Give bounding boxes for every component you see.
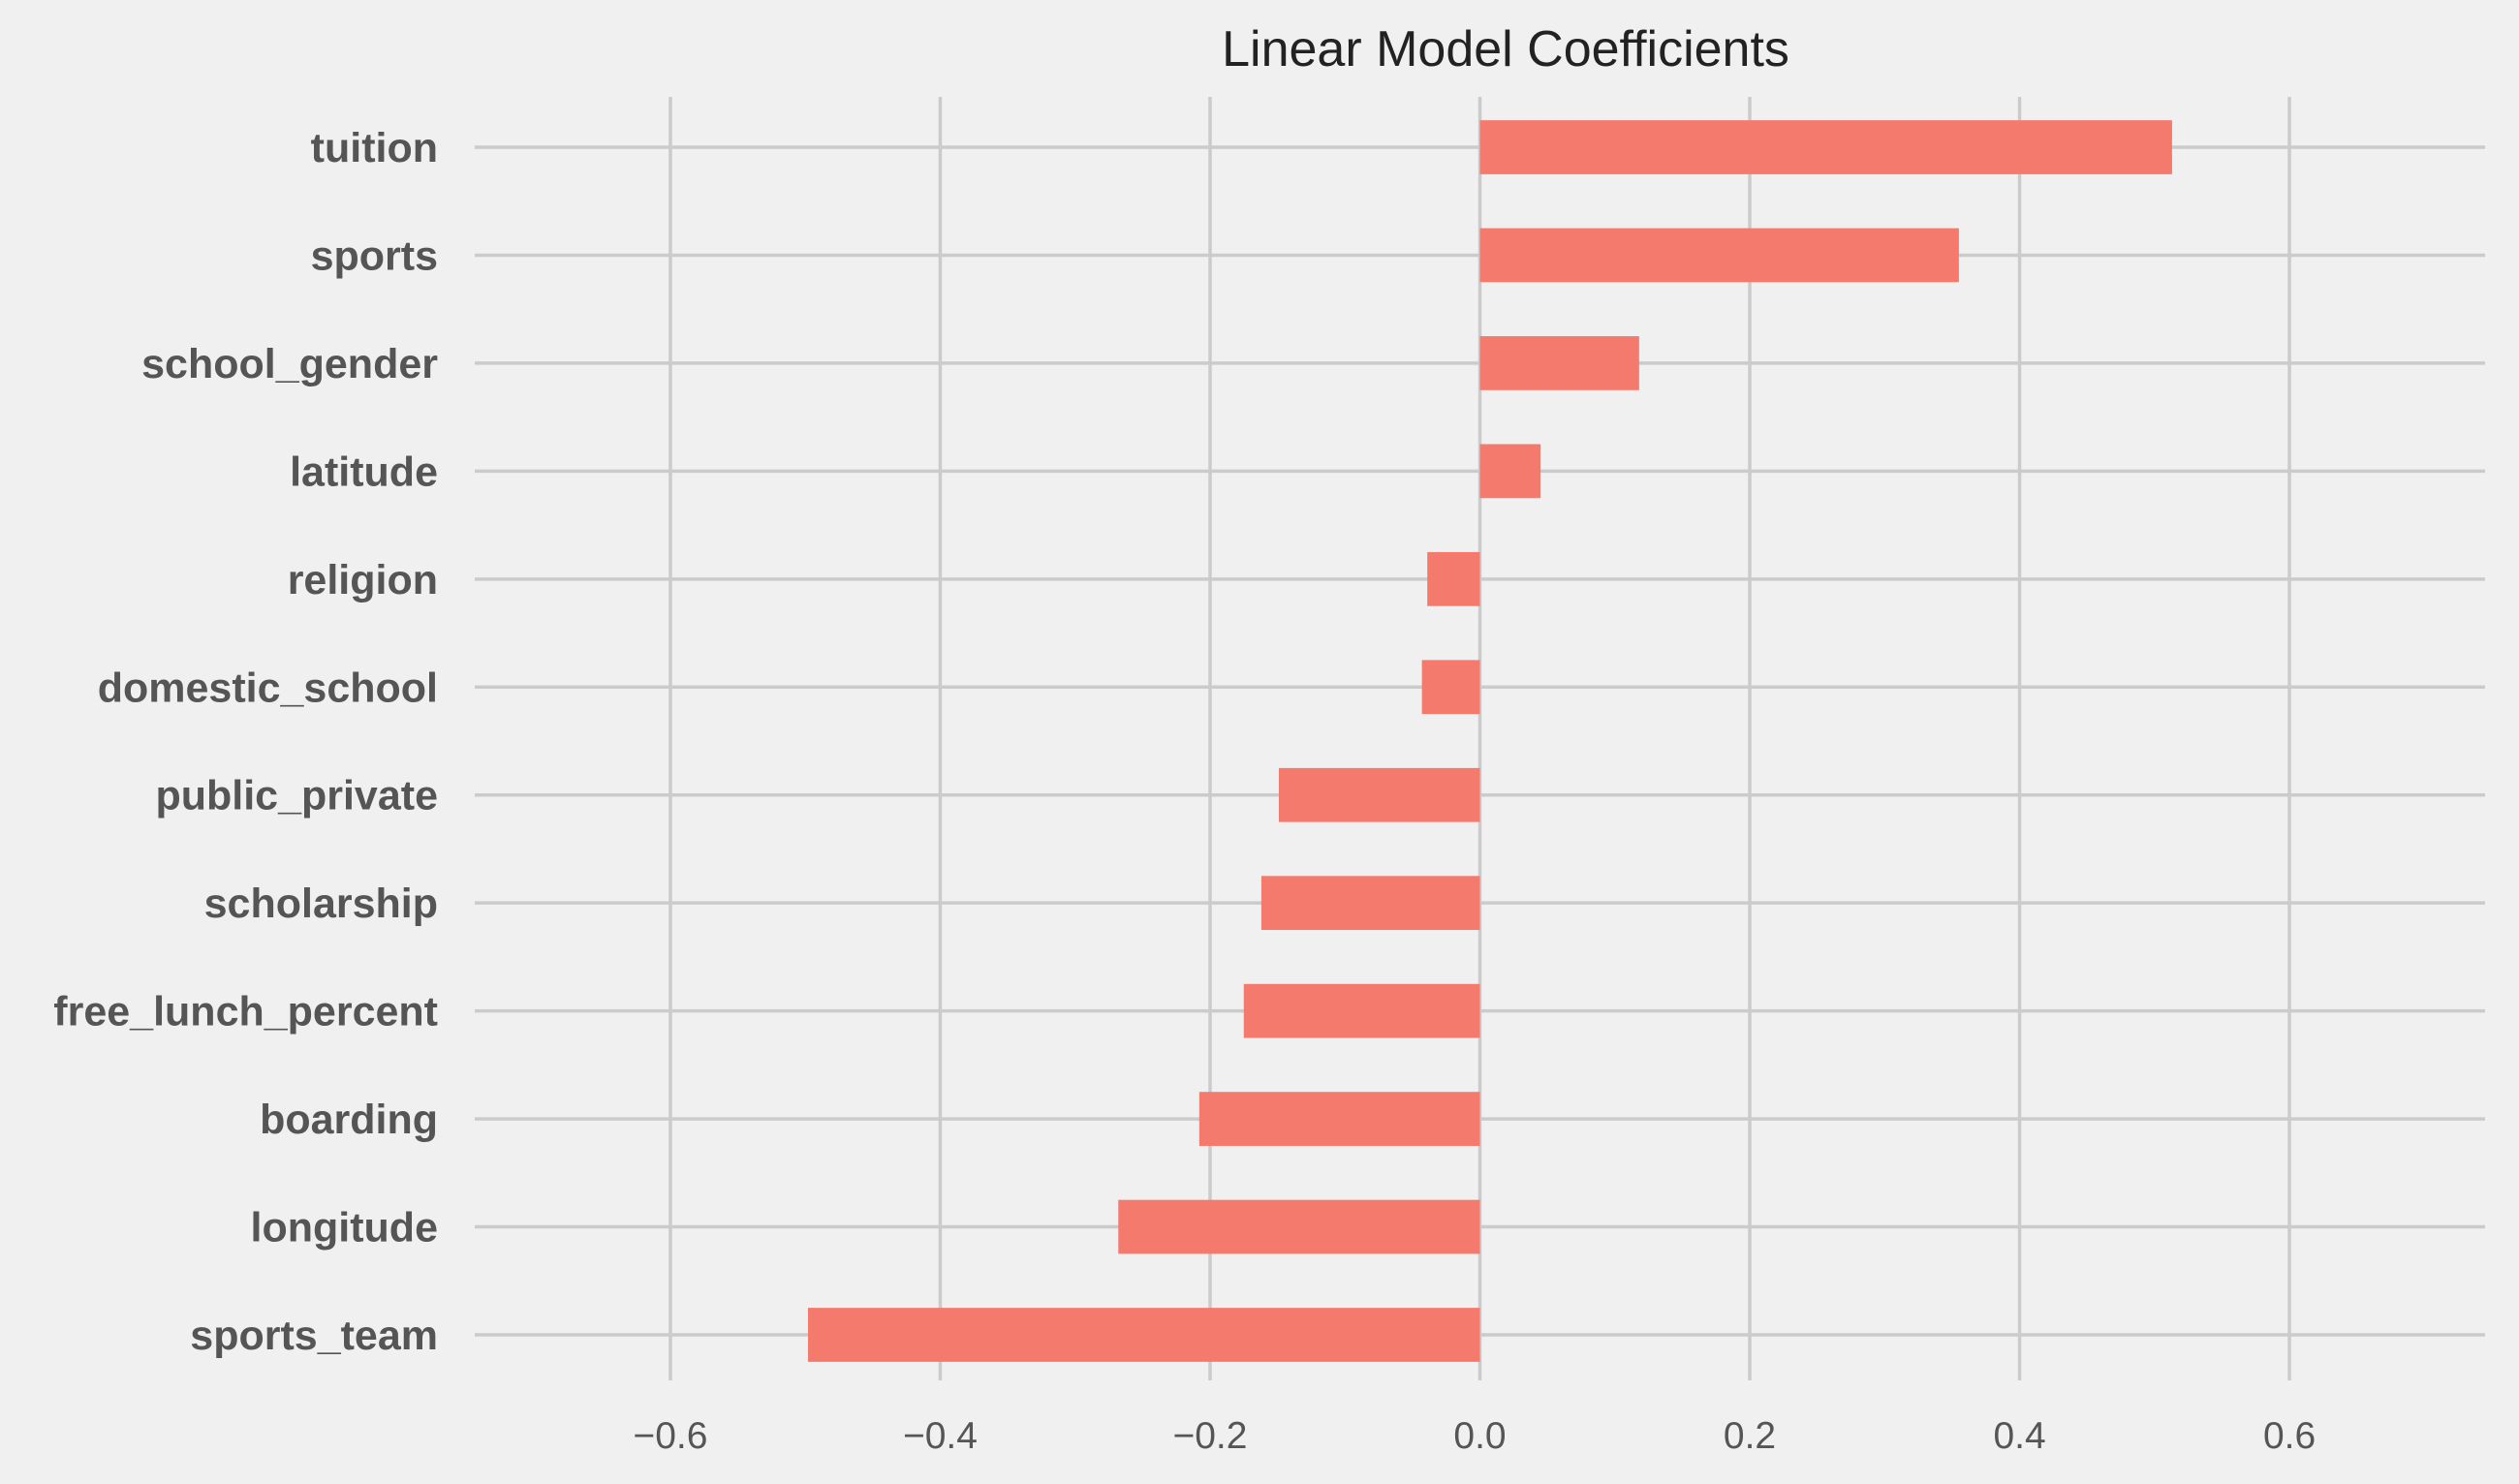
y-tick-labels: tuition sports school_gender latitude religi…	[53, 125, 438, 1359]
bar-sports-team	[807, 1308, 1480, 1362]
bar-domestic-school	[1421, 660, 1480, 715]
y-tick-label: tuition	[311, 125, 438, 171]
bar-sports	[1479, 228, 1959, 283]
x-tick-label: −0.4	[903, 1415, 978, 1457]
y-tick-label: scholarship	[204, 881, 438, 927]
y-tick-label: school_gender	[141, 341, 438, 387]
bar-public-private	[1279, 767, 1480, 822]
x-tick-label: 0.4	[1993, 1415, 2045, 1457]
bar-longitude	[1118, 1199, 1480, 1254]
y-tick-label: free_lunch_percent	[53, 989, 438, 1036]
bar-school-gender	[1479, 336, 1639, 390]
x-tick-label: −0.6	[633, 1415, 707, 1457]
chart-title: Linear Model Coefficients	[1222, 21, 1789, 77]
y-tick-label: boarding	[260, 1097, 438, 1143]
y-tick-label: sports	[311, 232, 438, 279]
x-tick-labels: −0.6 −0.4 −0.2 0.0 0.2 0.4 0.6	[633, 1415, 2316, 1457]
bar-free-lunch-percent	[1243, 983, 1480, 1038]
bar-tuition	[1479, 120, 2172, 174]
y-tick-label: domestic_school	[98, 665, 438, 711]
bar-scholarship	[1260, 876, 1480, 931]
bar-boarding	[1198, 1092, 1480, 1146]
bar-religion	[1427, 551, 1480, 606]
x-tick-label: 0.0	[1453, 1415, 1506, 1457]
y-tick-label: sports_team	[190, 1313, 438, 1359]
bar-latitude	[1479, 444, 1541, 499]
x-tick-label: 0.6	[2263, 1415, 2316, 1457]
y-tick-label: latitude	[290, 448, 438, 495]
y-tick-label: public_private	[155, 773, 438, 819]
y-tick-label: religion	[288, 557, 438, 603]
y-tick-label: longitude	[251, 1205, 438, 1252]
x-tick-label: −0.2	[1172, 1415, 1247, 1457]
grid-layer	[475, 97, 2485, 1380]
bar-layer	[807, 120, 2172, 1362]
x-tick-label: 0.2	[1724, 1415, 1776, 1457]
